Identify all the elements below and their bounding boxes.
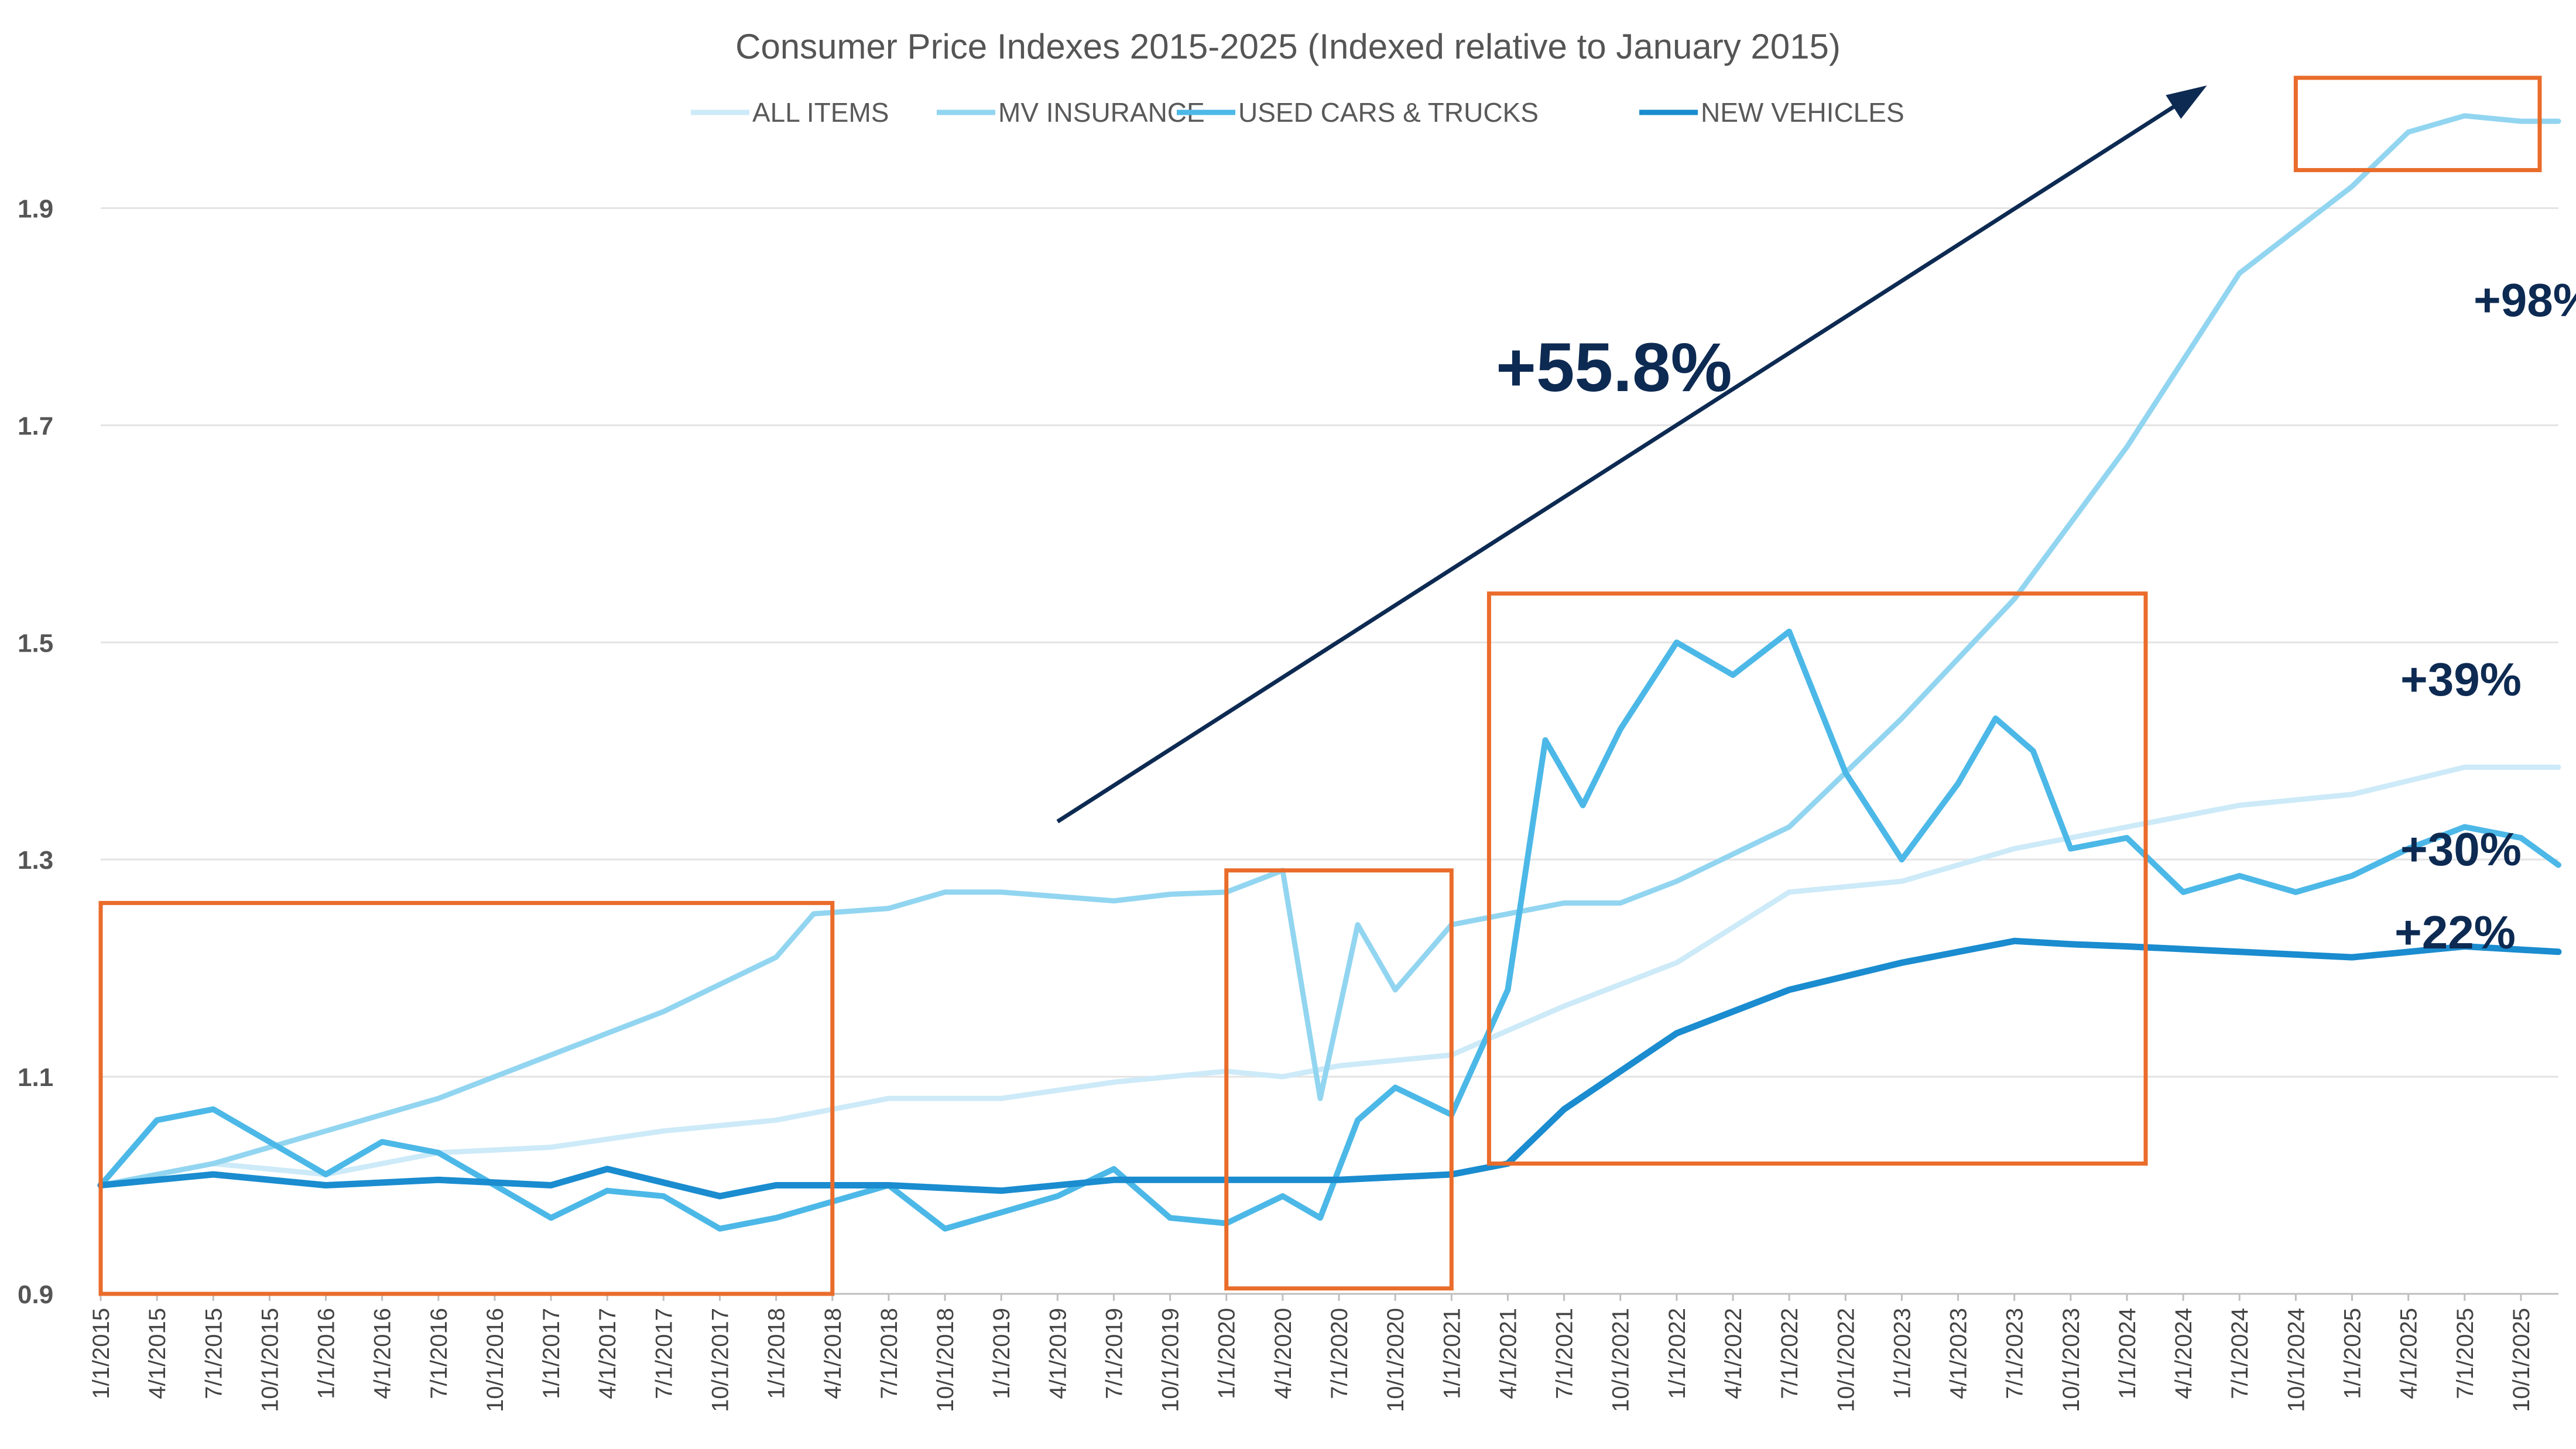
- x-tick-label: 7/1/2017: [651, 1308, 677, 1399]
- y-tick-label: 1.9: [18, 194, 53, 223]
- x-tick-label: 1/1/2022: [1664, 1308, 1690, 1399]
- annotation-new-vehicles-pct: +22%: [2395, 906, 2516, 958]
- series-lines: [97, 113, 2562, 1232]
- x-tick-label: 7/1/2022: [1777, 1308, 1803, 1399]
- x-tick-label: 10/1/2023: [2058, 1308, 2084, 1412]
- y-tick-label: 1.7: [18, 412, 53, 440]
- annotation-total-change: +55.8%: [1496, 329, 1732, 406]
- legend-label: ALL ITEMS: [752, 97, 889, 128]
- y-tick-label: 1.5: [18, 629, 53, 657]
- x-tick-label: 10/1/2019: [1158, 1308, 1184, 1412]
- x-tick-label: 10/1/2025: [2509, 1308, 2534, 1412]
- x-tick-label: 10/1/2015: [257, 1308, 283, 1412]
- x-tick-label: 4/1/2022: [1721, 1308, 1746, 1399]
- y-axis-ticks: 0.9 1.1 1.3 1.5 1.7 1.9: [18, 194, 53, 1309]
- series-line-new-vehicles: [97, 937, 2562, 1200]
- x-tick-label: 10/1/2020: [1383, 1308, 1409, 1412]
- trend-arrow: [1056, 85, 2207, 824]
- x-axis-ticks: 1/1/2015 4/1/2015 7/1/2015 10/1/2015 1/1/201…: [88, 1294, 2534, 1412]
- legend-label: NEW VEHICLES: [1701, 97, 1904, 128]
- x-tick-label: 10/1/2021: [1608, 1308, 1634, 1412]
- x-tick-label: 7/1/2015: [201, 1308, 227, 1399]
- x-tick-label: 1/1/2021: [1439, 1308, 1465, 1399]
- x-tick-label: 4/1/2019: [1045, 1308, 1071, 1399]
- x-tick-label: 1/1/2025: [2339, 1308, 2365, 1399]
- x-tick-label: 7/1/2016: [426, 1308, 452, 1399]
- x-tick-label: 10/1/2016: [482, 1308, 508, 1412]
- legend: ALL ITEMS MV INSURANCE USED CARS & TRUCKS N…: [691, 97, 1904, 128]
- x-tick-label: 4/1/2017: [595, 1308, 621, 1399]
- x-tick-label: 7/1/2018: [876, 1308, 902, 1399]
- x-tick-label: 1/1/2020: [1214, 1308, 1240, 1399]
- x-tick-label: 7/1/2024: [2227, 1308, 2253, 1399]
- highlight-box-2020: [1224, 868, 1454, 1291]
- y-tick-label: 0.9: [18, 1280, 53, 1309]
- annotations: +55.8% +98% +39% +30% +22%: [1496, 274, 2576, 958]
- x-tick-label: 7/1/2021: [1552, 1308, 1578, 1399]
- x-tick-label: 1/1/2023: [1889, 1308, 1915, 1399]
- arrow-head: [2166, 85, 2207, 119]
- x-tick-label: 7/1/2023: [2002, 1308, 2028, 1399]
- highlight-box-2015-2018: [98, 900, 835, 1296]
- x-tick-label: 10/1/2017: [708, 1308, 734, 1412]
- x-tick-label: 1/1/2017: [539, 1308, 564, 1399]
- x-tick-label: 10/1/2018: [933, 1308, 958, 1412]
- chart-title: Consumer Price Indexes 2015-2025 (Indexe…: [735, 27, 1841, 66]
- legend-label: USED CARS & TRUCKS: [1238, 97, 1539, 128]
- x-tick-label: 4/1/2016: [370, 1308, 396, 1399]
- x-tick-label: 1/1/2015: [88, 1308, 114, 1399]
- series-line-all-items: [98, 765, 2561, 1188]
- x-tick-label: 4/1/2018: [820, 1308, 846, 1399]
- x-tick-label: 4/1/2021: [1495, 1308, 1521, 1399]
- x-tick-label: 1/1/2019: [989, 1308, 1015, 1399]
- x-tick-label: 7/1/2025: [2452, 1308, 2478, 1399]
- x-tick-label: 4/1/2015: [145, 1308, 170, 1399]
- annotation-all-items-pct: +39%: [2400, 653, 2522, 705]
- annotation-used-cars-pct: +30%: [2400, 823, 2522, 875]
- x-tick-label: 4/1/2024: [2171, 1308, 2197, 1399]
- highlight-box-2021-2023: [1486, 591, 2148, 1166]
- x-tick-label: 10/1/2024: [2283, 1308, 2309, 1412]
- y-tick-label: 1.3: [18, 846, 53, 875]
- x-tick-label: 4/1/2023: [1946, 1308, 1972, 1399]
- series-line-used-cars-trucks: [98, 628, 2561, 1232]
- x-tick-label: 7/1/2020: [1327, 1308, 1352, 1399]
- series-line-mv-insurance: [98, 113, 2561, 1188]
- legend-label: MV INSURANCE: [998, 97, 1205, 128]
- annotation-mv-insurance-pct: +98%: [2474, 274, 2576, 326]
- x-tick-label: 4/1/2020: [1270, 1308, 1296, 1399]
- gridlines: [101, 207, 2558, 1295]
- y-tick-label: 1.1: [18, 1063, 53, 1092]
- arrow-line: [1056, 87, 2204, 824]
- highlight-boxes: [98, 76, 2542, 1296]
- highlight-box-2025: [2293, 76, 2542, 173]
- x-tick-label: 1/1/2018: [764, 1308, 790, 1399]
- x-tick-label: 1/1/2016: [314, 1308, 340, 1399]
- x-tick-label: 1/1/2024: [2115, 1308, 2140, 1399]
- x-tick-label: 10/1/2022: [1833, 1308, 1859, 1412]
- x-tick-label: 4/1/2025: [2396, 1308, 2422, 1399]
- x-tick-label: 7/1/2019: [1101, 1308, 1127, 1399]
